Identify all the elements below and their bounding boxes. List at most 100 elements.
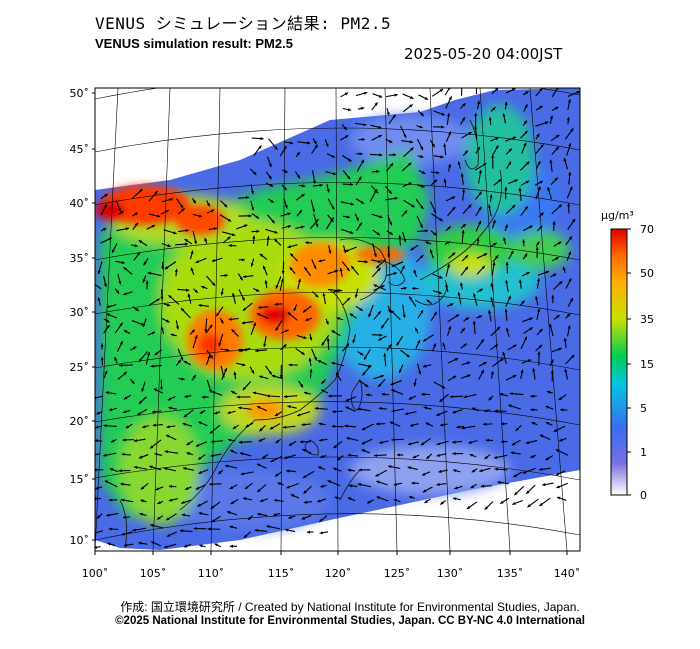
- wind-arrowhead: [480, 484, 485, 488]
- wind-arrowhead: [510, 451, 515, 455]
- wind-arrowhead: [123, 330, 128, 334]
- wind-arrowhead: [488, 310, 492, 314]
- wind-arrowhead: [142, 279, 146, 283]
- wind-arrowhead: [402, 314, 406, 318]
- wind-arrowhead: [303, 490, 307, 494]
- wind-arrowhead: [274, 146, 278, 150]
- wind-arrowhead: [301, 193, 305, 198]
- wind-arrowhead: [347, 175, 351, 180]
- wind-arrowhead: [376, 480, 380, 484]
- wind-arrowhead: [420, 255, 424, 259]
- wind-arrowhead: [87, 455, 90, 458]
- wind-arrowhead: [198, 303, 202, 308]
- wind-arrowhead: [198, 456, 202, 460]
- wind-arrowhead: [418, 371, 422, 375]
- wind-arrowhead: [277, 482, 282, 486]
- wind-arrowhead: [377, 267, 381, 272]
- wind-arrowhead: [243, 497, 247, 501]
- wind-arrowhead: [481, 265, 485, 270]
- colorbar: μg/m³ 70 50 35 15 5 1 0: [601, 209, 654, 502]
- wind-arrowhead: [348, 158, 352, 162]
- wind-arrowhead: [488, 397, 492, 401]
- wind-arrowhead: [91, 282, 94, 285]
- wind-arrowhead: [499, 392, 503, 396]
- wind-arrowhead: [347, 468, 351, 472]
- wind-arrowhead: [174, 268, 178, 273]
- wind-arrowhead: [168, 295, 172, 299]
- wind-arrowhead: [230, 501, 234, 505]
- wind-arrowhead: [225, 464, 229, 468]
- wind-arrowhead: [284, 205, 288, 209]
- wind-arrowhead: [206, 203, 210, 207]
- wind-arrowhead: [106, 513, 110, 517]
- wind-arrowhead: [190, 267, 194, 272]
- wind-arrowhead: [331, 330, 335, 334]
- wind-arrowhead: [210, 453, 214, 458]
- wind-arrowhead: [529, 327, 533, 331]
- wind-arrowhead: [539, 434, 544, 438]
- wind-arrowhead: [325, 143, 329, 147]
- wind-arrowhead: [347, 108, 352, 112]
- wind-arrowhead: [396, 342, 400, 346]
- wind-arrowhead: [297, 175, 301, 179]
- wind-arrowhead: [125, 227, 130, 231]
- wind-arrowhead: [209, 430, 214, 434]
- wind-arrowhead: [439, 275, 443, 279]
- wind-arrowhead: [505, 261, 509, 265]
- wind-arrowhead: [313, 140, 317, 145]
- wind-arrowhead: [363, 356, 367, 360]
- wind-arrowhead: [142, 323, 146, 327]
- wind-arrowhead: [125, 425, 130, 429]
- wind-arrowhead: [567, 325, 571, 329]
- wind-arrowhead: [95, 425, 99, 429]
- wind-arrowhead: [524, 206, 528, 210]
- wind-arrowhead: [268, 371, 272, 375]
- wind-arrowhead: [401, 265, 405, 270]
- wind-arrowhead: [279, 375, 283, 379]
- wind-arrowhead: [256, 313, 261, 317]
- wind-arrowhead: [451, 196, 456, 200]
- wind-arrowhead: [216, 312, 220, 317]
- wind-arrowhead: [361, 427, 366, 430]
- wind-arrowhead: [539, 181, 543, 184]
- wind-arrowhead: [420, 146, 423, 151]
- wind-arrowhead: [274, 238, 278, 243]
- wind-arrowhead: [433, 311, 437, 316]
- wind-arrowhead: [275, 439, 280, 444]
- wind-arrowhead: [483, 253, 488, 257]
- wind-arrowhead: [297, 413, 301, 417]
- wind-arrowhead: [227, 410, 231, 415]
- wind-arrowhead: [252, 235, 256, 239]
- wind-arrowhead: [201, 395, 206, 399]
- lat-tick-label: 10˚: [70, 534, 90, 547]
- wind-arrowhead: [231, 292, 236, 297]
- wind-arrowhead: [122, 438, 126, 442]
- wind-arrowhead: [152, 423, 156, 427]
- wind-arrowhead: [304, 267, 308, 271]
- wind-arrowhead: [452, 206, 456, 211]
- wind-arrowhead: [258, 305, 262, 310]
- wind-arrowhead: [558, 204, 562, 208]
- wind-arrowhead: [284, 169, 288, 173]
- wind-arrowhead: [560, 408, 564, 412]
- wind-arrowhead: [138, 240, 143, 244]
- wind-arrowhead: [494, 344, 498, 348]
- wind-arrowhead: [344, 135, 349, 139]
- wind-arrowhead: [452, 440, 456, 444]
- wind-arrowhead: [420, 442, 425, 446]
- wind-arrowhead: [360, 200, 365, 204]
- wind-arrowhead: [494, 409, 498, 413]
- wind-arrowhead: [457, 292, 461, 296]
- wind-arrowhead: [555, 257, 559, 261]
- wind-arrowhead: [252, 391, 257, 395]
- wind-arrowhead: [347, 453, 351, 457]
- wind-arrowhead: [95, 486, 99, 490]
- wind-arrowhead: [260, 137, 264, 141]
- wind-arrowhead: [521, 300, 525, 304]
- wind-arrowhead: [332, 410, 336, 414]
- wind-arrowhead: [357, 407, 361, 411]
- wind-arrowhead: [491, 154, 495, 158]
- wind-arrowhead: [227, 236, 231, 240]
- wind-arrowhead: [285, 329, 289, 333]
- wind-arrowhead: [374, 102, 378, 106]
